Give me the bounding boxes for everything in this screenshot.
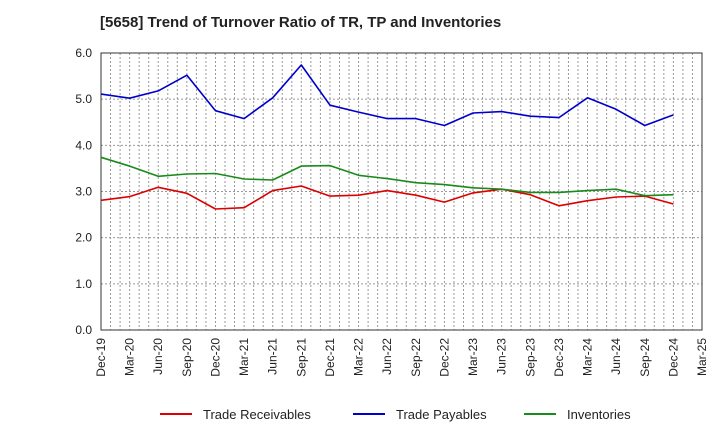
legend-label: Inventories [567, 407, 631, 422]
x-tick-label: Jun-21 [266, 338, 280, 375]
x-tick-label: Dec-20 [208, 338, 222, 377]
x-axis-ticks: Dec-19 Mar-20 Jun-20 Sep-20 Dec-20 Mar-21 Jun-… [94, 338, 709, 377]
x-tick-label: Dec-22 [437, 338, 451, 377]
x-tick-label: Dec-24 [666, 338, 680, 377]
series-layer [100, 64, 674, 210]
chart-title: [5658] Trend of Turnover Ratio of TR, TP… [100, 14, 502, 31]
series-line-trade-payables [100, 64, 674, 127]
y-tick-label: 2.0 [75, 231, 92, 245]
legend-label: Trade Payables [396, 407, 487, 422]
x-tick-label: Mar-21 [237, 338, 251, 376]
x-tick-label: Mar-22 [352, 338, 366, 376]
x-tick-label: Jun-20 [151, 338, 165, 375]
y-tick-label: 0.0 [75, 323, 92, 337]
y-tick-label: 3.0 [75, 185, 92, 199]
x-tick-label: Sep-23 [523, 338, 537, 377]
y-tick-label: 5.0 [75, 92, 92, 106]
x-tick-label: Jun-23 [495, 338, 509, 375]
y-axis-ticks: 0.0 1.0 2.0 3.0 4.0 5.0 6.0 [75, 46, 92, 337]
x-tick-label: Sep-22 [409, 338, 423, 377]
legend-label: Trade Receivables [203, 407, 311, 422]
x-tick-label: Jun-22 [380, 338, 394, 375]
plot-frame [100, 52, 703, 331]
x-tick-label: Dec-19 [94, 338, 108, 377]
y-tick-label: 4.0 [75, 138, 92, 152]
x-tick-label: Jun-24 [609, 338, 623, 375]
legend: Trade Receivables Trade Payables Inventori… [160, 407, 631, 422]
x-tick-label: Mar-24 [581, 338, 595, 376]
x-tick-label: Sep-21 [294, 338, 308, 377]
x-tick-label: Sep-24 [638, 338, 652, 377]
x-tick-label: Dec-21 [323, 338, 337, 377]
x-tick-label: Mar-25 [695, 338, 709, 376]
x-tick-label: Sep-20 [180, 338, 194, 377]
series-line-trade-receivables [100, 185, 674, 210]
grid-layer [101, 53, 702, 330]
y-tick-label: 1.0 [75, 277, 92, 291]
y-tick-label: 6.0 [75, 46, 92, 60]
x-tick-label: Mar-23 [466, 338, 480, 376]
x-tick-label: Mar-20 [123, 338, 137, 376]
x-tick-label: Dec-23 [552, 338, 566, 377]
series-line-inventories [100, 156, 674, 197]
